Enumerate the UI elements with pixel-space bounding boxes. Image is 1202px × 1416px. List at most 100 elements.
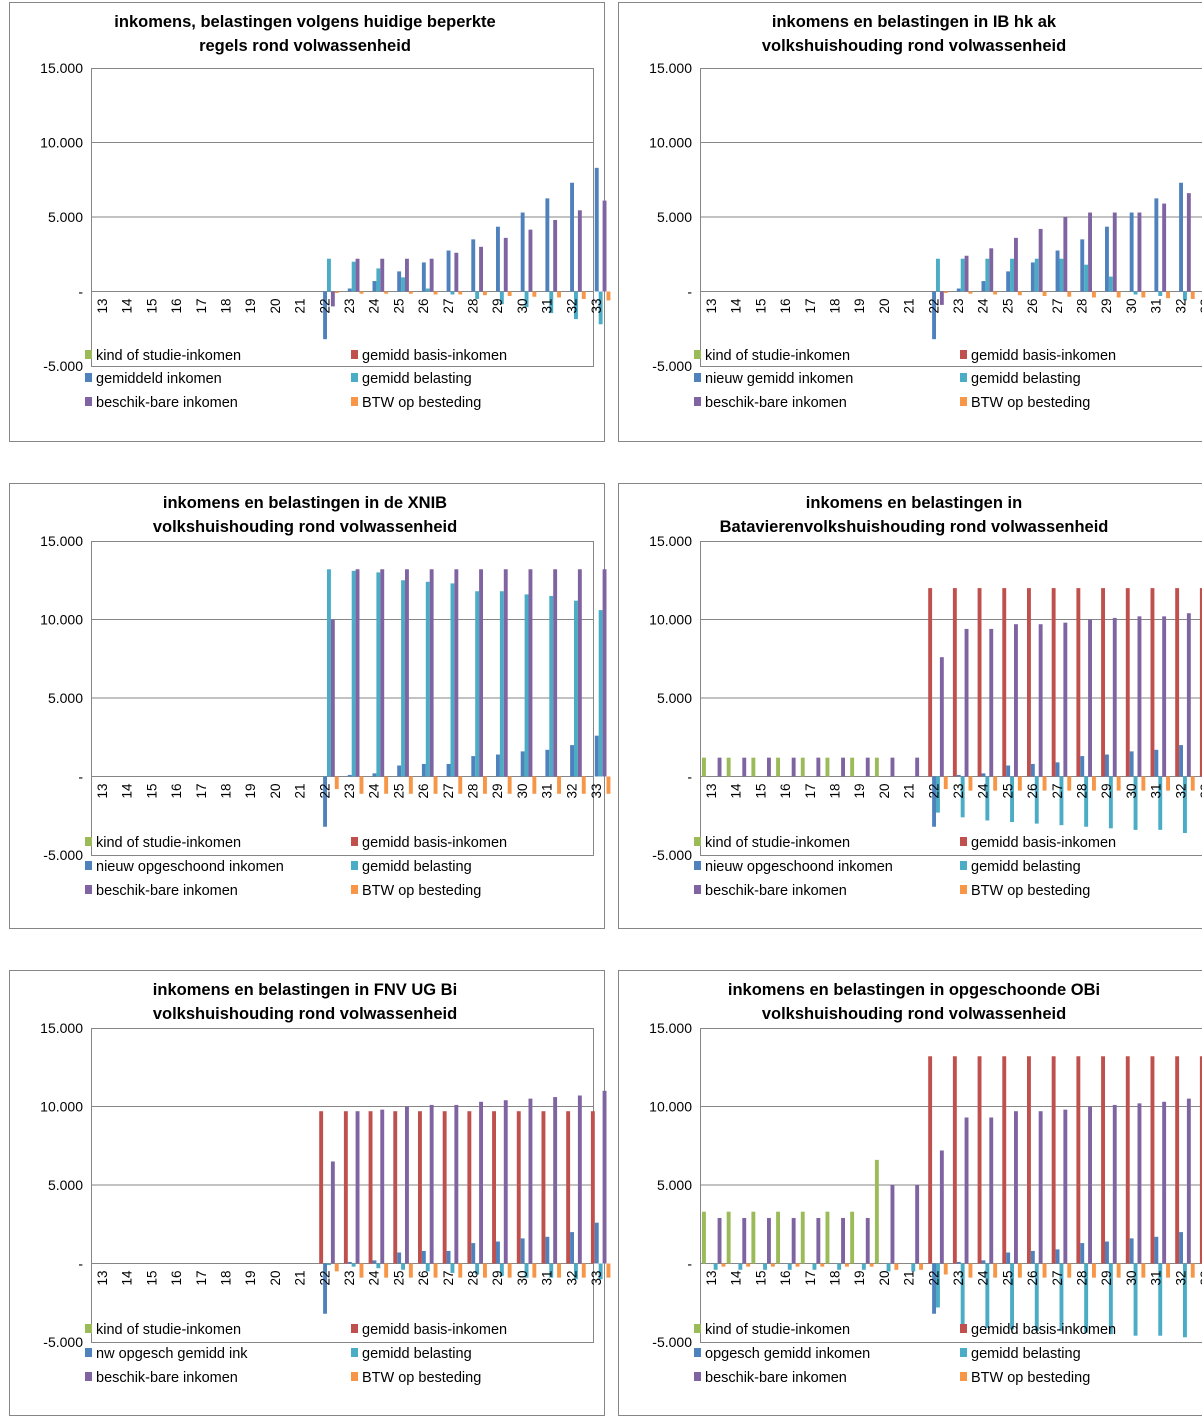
bar xyxy=(993,1263,998,1278)
bar xyxy=(825,757,830,777)
legend-entry: kind of studie-inkomen xyxy=(705,1322,850,1338)
bar xyxy=(993,291,998,295)
bar xyxy=(405,569,409,777)
bar xyxy=(968,776,973,791)
bar xyxy=(1116,776,1121,791)
x-tick-label: 17 xyxy=(803,1271,818,1286)
bar xyxy=(499,591,504,777)
bar xyxy=(598,291,603,325)
bar xyxy=(524,594,529,777)
chart-title: volkshuishouding rond volwassenheid xyxy=(153,1005,457,1023)
bar xyxy=(825,1211,830,1264)
y-tick-label: 5.000 xyxy=(48,209,83,225)
y-tick-label: - xyxy=(78,769,83,785)
x-tick-label: 29 xyxy=(490,784,505,799)
bar xyxy=(960,1263,965,1327)
x-tick-label: 14 xyxy=(729,783,744,799)
bar xyxy=(347,774,352,777)
bar xyxy=(507,776,512,794)
legend-swatch xyxy=(694,1324,701,1333)
bar xyxy=(989,248,994,292)
x-tick-label: 23 xyxy=(951,1271,966,1286)
x-tick-label: 17 xyxy=(194,299,209,314)
bar xyxy=(738,1263,743,1270)
bar xyxy=(1030,1250,1035,1264)
legend-swatch xyxy=(694,1372,701,1381)
x-tick-label: 25 xyxy=(391,299,406,314)
bar xyxy=(791,1217,796,1264)
bar xyxy=(1042,776,1047,791)
bar xyxy=(458,1263,463,1278)
legend-swatch xyxy=(351,1372,358,1381)
bar xyxy=(355,258,360,292)
bar xyxy=(425,581,430,777)
bar xyxy=(1190,291,1195,299)
y-tick-label: 15.000 xyxy=(649,1020,692,1036)
x-tick-label: 25 xyxy=(391,1271,406,1286)
bar xyxy=(1183,1263,1187,1338)
bar xyxy=(939,1150,944,1264)
x-tick-label: 27 xyxy=(441,299,456,314)
bar xyxy=(1158,776,1163,830)
bar xyxy=(915,757,920,777)
y-tick-label: -5.000 xyxy=(652,847,692,863)
chart-panel-1: 15.000 10.000 5.000 - -5.000 13 14 15 16 17 18 19 20… xyxy=(9,2,611,442)
x-tick-label: 15 xyxy=(753,299,768,314)
bar xyxy=(1137,212,1142,292)
x-tick-label: 16 xyxy=(169,784,184,799)
y-tick-label: -5.000 xyxy=(652,1334,692,1350)
bar xyxy=(964,628,969,777)
bar xyxy=(1137,616,1142,777)
x-tick-label: 33 xyxy=(589,784,604,799)
bar xyxy=(545,749,550,777)
bar xyxy=(1166,291,1170,299)
chart-panel-5: 15.000 10.000 5.000 - -5.000 13 14 15 16 17 18 19 20… xyxy=(9,970,611,1416)
x-tick-label: 32 xyxy=(564,1271,579,1286)
bar xyxy=(524,291,529,308)
legend-entry: kind of studie-inkomen xyxy=(705,835,850,851)
bar xyxy=(1006,765,1011,777)
x-tick-label: 30 xyxy=(515,784,530,799)
legend-entry: BTW op besteding xyxy=(362,1370,481,1386)
y-tick-label: 10.000 xyxy=(649,135,692,151)
bar xyxy=(1125,1056,1130,1264)
bar xyxy=(606,776,611,794)
x-tick-label: 22 xyxy=(317,1271,332,1286)
legend-entry: BTW op besteding xyxy=(362,883,481,899)
legend-swatch xyxy=(960,861,967,870)
x-tick-label: 29 xyxy=(1099,1271,1114,1286)
bar xyxy=(820,1263,825,1267)
bar xyxy=(590,1111,595,1264)
bar xyxy=(368,1111,373,1264)
bar xyxy=(581,776,586,794)
bar xyxy=(594,1222,599,1264)
y-tick-label: -5.000 xyxy=(43,847,83,863)
bar xyxy=(557,291,561,298)
x-tick-label: 22 xyxy=(317,784,332,799)
chart-title: inkomens en belastingen in opgeschoonde … xyxy=(728,981,1100,999)
bar xyxy=(936,776,940,813)
bar xyxy=(405,1106,409,1264)
bar xyxy=(507,291,512,296)
bar xyxy=(1116,1263,1121,1278)
bar xyxy=(1154,198,1159,292)
x-tick-label: 30 xyxy=(515,299,530,314)
bar xyxy=(985,776,990,821)
bar xyxy=(549,1263,554,1278)
x-tick-label: 22 xyxy=(317,299,332,314)
bar xyxy=(496,226,500,292)
bar xyxy=(532,1263,537,1278)
bar xyxy=(928,1056,933,1264)
bar xyxy=(1055,250,1060,292)
bar xyxy=(952,1056,957,1264)
x-tick-label: 16 xyxy=(778,1271,793,1286)
legend-entry: gemidd basis-inkomen xyxy=(362,348,507,364)
legend-entry: gemidd basis-inkomen xyxy=(971,348,1116,364)
x-tick-label: 24 xyxy=(976,783,991,799)
x-tick-label: 23 xyxy=(342,784,357,799)
bar xyxy=(1038,1111,1043,1264)
chart-title: inkomens en belastingen in xyxy=(806,494,1022,512)
bar xyxy=(1027,588,1031,777)
x-tick-label: 21 xyxy=(293,299,308,314)
x-tick-label: 25 xyxy=(391,784,406,799)
